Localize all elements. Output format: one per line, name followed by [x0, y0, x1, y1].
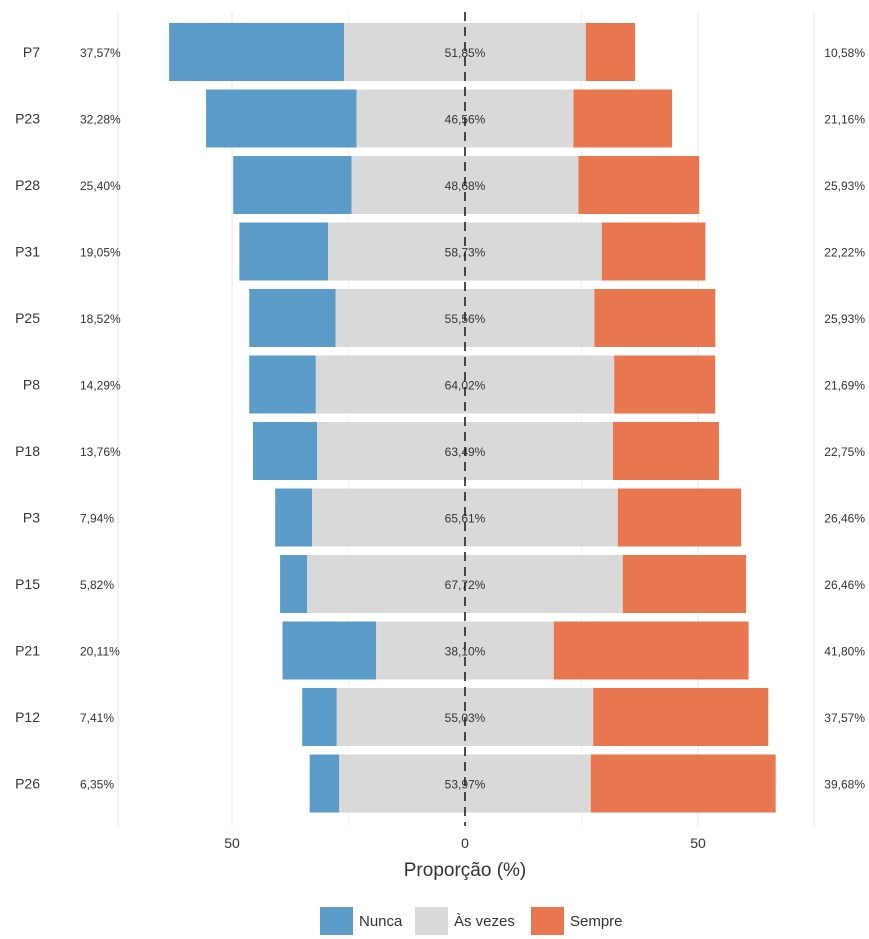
- left-value-label: 19,05%: [80, 246, 121, 260]
- bar-nunca: [309, 754, 340, 813]
- category-label: P26: [15, 776, 40, 792]
- center-value-label: 38,10%: [445, 645, 486, 659]
- bar-nunca: [249, 355, 316, 414]
- left-value-label: 7,41%: [80, 711, 114, 725]
- x-tick-label: 50: [224, 835, 240, 851]
- left-value-label: 25,40%: [80, 179, 121, 193]
- x-tick-label: 0: [461, 835, 469, 851]
- left-value-label: 18,52%: [80, 312, 121, 326]
- bar-nunca: [302, 688, 337, 746]
- bar-nunca: [252, 422, 318, 480]
- legend-item-nunca: Nunca: [320, 906, 402, 936]
- legend-swatch-as-vezes: [415, 907, 448, 935]
- category-label: P8: [23, 377, 40, 393]
- diverging-bar-chart: P7 37,57% 51,85% 10,58%P23 32,28% 46,56% 21,16…: [15, 12, 865, 881]
- center-value-label: 51,85%: [445, 46, 486, 60]
- bar-nunca: [233, 156, 352, 214]
- bar-sempre: [573, 89, 673, 148]
- category-label: P31: [15, 244, 40, 260]
- bar-nunca: [280, 555, 308, 613]
- left-value-label: 5,82%: [80, 578, 114, 592]
- labels-layer: P7 37,57% 51,85% 10,58%P23 32,28% 46,56% 21,16…: [15, 44, 865, 792]
- right-value-label: 21,69%: [824, 379, 865, 393]
- bar-sempre: [617, 488, 742, 547]
- category-label: P15: [15, 576, 40, 592]
- left-value-label: 32,28%: [80, 113, 121, 127]
- bar-nunca: [275, 488, 313, 547]
- bar-nunca: [249, 289, 336, 347]
- left-value-label: 6,35%: [80, 778, 114, 792]
- right-value-label: 22,75%: [824, 445, 865, 459]
- x-axis-title: Proporção (%): [404, 860, 527, 881]
- bar-nunca: [206, 89, 357, 148]
- grid-lines: [117, 12, 815, 826]
- left-value-label: 7,94%: [80, 512, 114, 526]
- bar-sempre: [578, 156, 700, 214]
- right-value-label: 25,93%: [824, 312, 865, 326]
- bar-sempre: [601, 222, 706, 281]
- bar-nunca: [282, 621, 377, 680]
- right-value-label: 26,46%: [824, 578, 865, 592]
- right-value-label: 10,58%: [824, 46, 865, 60]
- bar-nunca: [169, 23, 345, 81]
- bar-sempre: [614, 355, 716, 414]
- category-label: P12: [15, 709, 40, 725]
- left-value-label: 20,11%: [80, 645, 120, 659]
- right-value-label: 26,46%: [824, 512, 865, 526]
- bar-sempre: [622, 555, 747, 613]
- bar-sempre: [590, 754, 776, 813]
- category-label: P23: [15, 111, 40, 127]
- category-label: P7: [23, 44, 40, 60]
- right-value-label: 41,80%: [824, 645, 865, 659]
- left-value-label: 14,29%: [80, 379, 121, 393]
- legend-item-sempre: Sempre: [531, 906, 623, 936]
- bar-sempre: [594, 289, 716, 347]
- legend-swatch-sempre: [531, 907, 564, 935]
- left-value-label: 13,76%: [80, 445, 121, 459]
- right-value-label: 25,93%: [824, 179, 865, 193]
- bar-sempre: [553, 621, 749, 680]
- legend-label-sempre: Sempre: [570, 912, 623, 930]
- legend: Nunca Às vezes Sempre: [0, 906, 869, 936]
- bar-sempre: [585, 23, 636, 81]
- category-label: P3: [23, 510, 40, 526]
- right-value-label: 37,57%: [824, 711, 865, 725]
- center-value-label: 65,61%: [445, 512, 486, 526]
- bar-nunca: [239, 222, 329, 281]
- bars-layer: [169, 23, 776, 813]
- category-label: P25: [15, 310, 40, 326]
- left-value-label: 37,57%: [80, 46, 121, 60]
- category-label: P28: [15, 177, 40, 193]
- legend-label-as-vezes: Às vezes: [454, 912, 515, 930]
- right-value-label: 21,16%: [824, 113, 865, 127]
- right-value-label: 22,22%: [824, 246, 865, 260]
- category-label: P18: [15, 443, 40, 459]
- bar-sempre: [612, 422, 719, 480]
- category-label: P21: [15, 643, 40, 659]
- bar-sempre: [593, 688, 769, 746]
- right-value-label: 39,68%: [824, 778, 865, 792]
- legend-item-as-vezes: Às vezes: [415, 906, 515, 936]
- center-value-label: 64,02%: [445, 379, 486, 393]
- legend-swatch-nunca: [320, 907, 353, 935]
- x-tick-label: 50: [690, 835, 706, 851]
- legend-label-nunca: Nunca: [359, 912, 403, 930]
- x-axis: 50 0 50 Proporção (%): [224, 12, 706, 881]
